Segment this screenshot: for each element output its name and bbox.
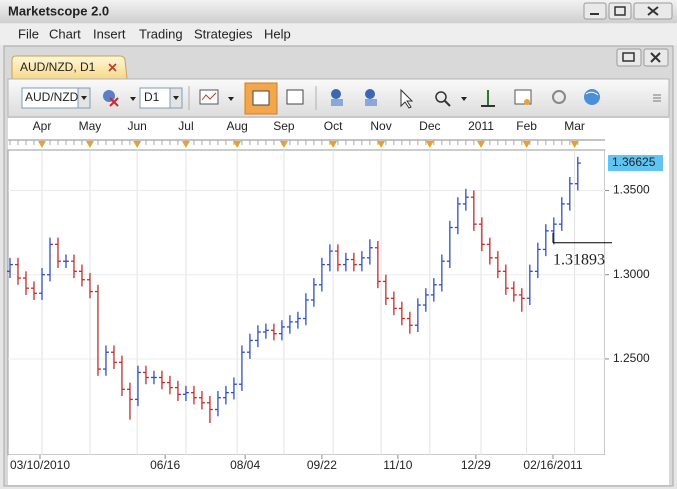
window-title: Marketscope 2.0: [8, 3, 109, 18]
dropdown-arrow: [173, 96, 179, 100]
toolbar: [7, 78, 670, 118]
price-axis: [605, 150, 669, 455]
tool-icon[interactable]: [331, 89, 343, 106]
maximize-button[interactable]: [608, 2, 632, 20]
month-label: Dec: [419, 119, 440, 133]
dropdown-arrow: [81, 96, 87, 100]
x-tick-label: 02/16/2011: [523, 458, 582, 472]
y-tick-label: 1.3500: [613, 183, 650, 197]
chart: Apr May Jun Jul Aug Sep Oct Nov Dec 2011 Feb Mar 1.2…: [6, 119, 663, 472]
x-tick-label: 06/16: [150, 458, 180, 472]
month-label: Nov: [370, 119, 391, 133]
x-tick-label: 03/10/2010: [10, 458, 70, 472]
month-label: Mar: [564, 119, 585, 133]
month-label: Apr: [33, 119, 52, 133]
x-tick-label: 11/10: [383, 458, 412, 472]
toggle-icon[interactable]: [286, 89, 304, 105]
pointer-icon[interactable]: [400, 88, 414, 109]
menu-bar: [0, 24, 677, 45]
close-chart-icon: [650, 52, 661, 63]
y-tick-label: 1.3000: [613, 267, 650, 281]
month-label: 2011: [468, 119, 494, 133]
y-tick-label: 1.2500: [613, 351, 650, 365]
close-icon: [647, 6, 659, 16]
month-marker: [570, 141, 579, 148]
tool-icon[interactable]: [365, 89, 377, 106]
maximize-icon: [614, 6, 626, 16]
crosshair-label: 1.31893: [553, 251, 605, 268]
last-price-label: 1.36625: [612, 155, 656, 169]
month-label: Aug: [226, 119, 247, 133]
month-label: Feb: [516, 119, 537, 133]
tool-icon[interactable]: [481, 90, 495, 107]
timeframe-value: D1: [144, 90, 160, 104]
menu-item[interactable]: Help: [264, 26, 291, 41]
chart-tab[interactable]: [11, 55, 128, 80]
month-marker: [425, 141, 434, 148]
window-controls: [583, 2, 673, 20]
month-marker: [133, 141, 142, 148]
tab-label: AUD/NZD, D1: [20, 60, 96, 74]
tab-close[interactable]: [108, 63, 117, 72]
tool-icon[interactable]: [552, 90, 566, 104]
dropdown-arrow: [228, 97, 234, 101]
toggle-icon: [252, 90, 270, 106]
x-tick-label: 09/22: [307, 458, 337, 472]
menu-item[interactable]: Chart: [49, 26, 81, 41]
minimize-button[interactable]: [583, 2, 607, 20]
month-marker: [522, 141, 531, 148]
remove-instrument-icon[interactable]: [103, 90, 119, 107]
menu-item[interactable]: Strategies: [194, 26, 253, 41]
month-label: Oct: [324, 119, 343, 133]
menu-item[interactable]: File: [18, 26, 39, 41]
month-label: Jul: [178, 119, 193, 133]
instrument-value: AUD/NZD: [25, 90, 79, 104]
last-price-box: [608, 155, 663, 172]
month-marker: [329, 141, 338, 148]
chart-type-icon[interactable]: [199, 89, 219, 105]
month-marker: [377, 141, 386, 148]
month-label: May: [79, 119, 102, 133]
zoom-icon[interactable]: [435, 91, 451, 107]
menu: File Chart Insert Trading Strategies Help: [18, 26, 291, 41]
month-label: Jun: [127, 119, 146, 133]
title-bar: [0, 0, 677, 23]
month-label: Sep: [273, 119, 295, 133]
restore-button[interactable]: [616, 48, 642, 67]
dropdown-arrow: [130, 97, 136, 101]
menu-item[interactable]: Insert: [93, 26, 126, 41]
globe-icon[interactable]: [584, 89, 600, 105]
restore-icon: [622, 52, 635, 62]
toolbar-overflow[interactable]: [653, 94, 661, 102]
tool-icon[interactable]: [514, 89, 532, 105]
month-strip: [8, 118, 669, 155]
month-marker: [233, 141, 242, 148]
month-marker: [477, 141, 486, 148]
date-axis: [8, 455, 669, 485]
menu-item[interactable]: Trading: [139, 26, 183, 41]
dropdown-arrow: [461, 97, 467, 101]
x-tick-label: 12/29: [461, 458, 491, 472]
x-tick-label: 08/04: [230, 458, 260, 472]
